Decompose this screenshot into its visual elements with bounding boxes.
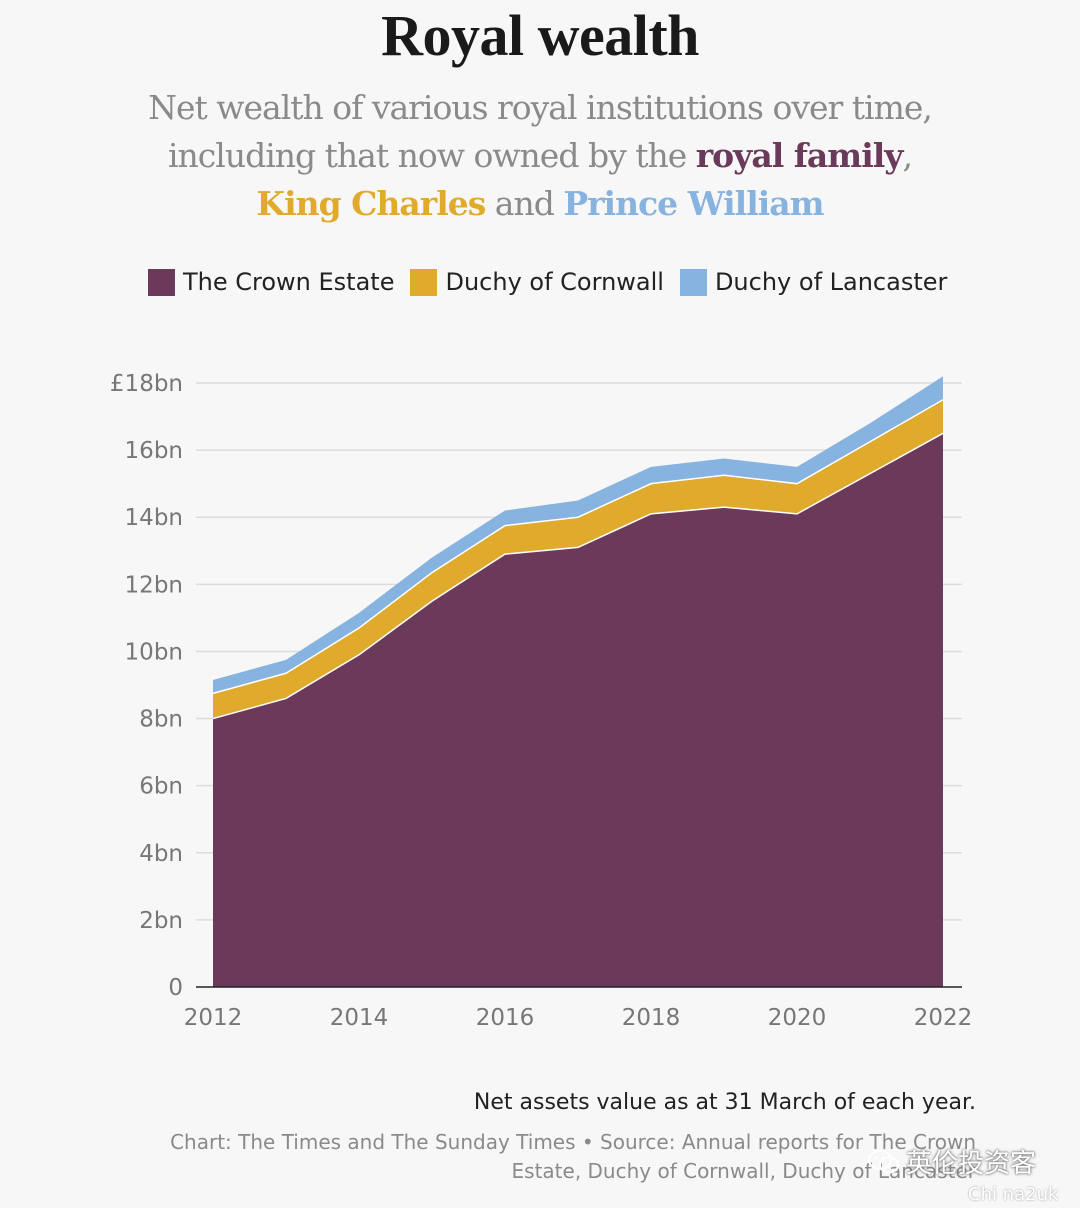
y-tick-label: 6bn (139, 774, 183, 800)
y-tick-label: 0 (168, 975, 183, 1001)
area-duchy-cornwall (213, 399, 943, 719)
area-duchy-lancaster (213, 376, 943, 694)
watermark-sub: Chi na2uk (968, 1184, 1059, 1205)
legend-label-duchy-cornwall: Duchy of Cornwall (445, 268, 664, 296)
subtitle-and: and (485, 184, 564, 223)
stacked-area-chart: 0 2bn 4bn 6bn 8bn 10bn 12bn 14bn 16bn £18bn 2012 20… (110, 371, 973, 1031)
y-tick-label: 8bn (139, 707, 183, 733)
x-tick-label: 2014 (330, 1005, 389, 1031)
chart-subtitle: Net wealth of various royal institutions… (130, 84, 950, 228)
legend-swatch-duchy-lancaster (679, 268, 707, 296)
watermark: 英伦投资客 (868, 1143, 1036, 1180)
watermark-text: 英伦投资客 (906, 1149, 1037, 1179)
legend-label-crown-estate: The Crown Estate (183, 268, 395, 296)
subtitle-sep: , (902, 136, 912, 175)
chart-legend: The Crown Estate Duchy of Cornwall Duchy… (148, 264, 963, 300)
legend-swatch-duchy-cornwall (410, 268, 438, 296)
y-tick-label: 16bn (125, 438, 183, 464)
chart-note: Net assets value as at 31 March of each … (473, 1090, 976, 1115)
y-tick-label: £18bn (110, 371, 183, 397)
x-tick-label: 2022 (914, 1005, 973, 1031)
legend-item-duchy-cornwall: Duchy of Cornwall (410, 268, 664, 296)
y-tick-label: 10bn (125, 639, 183, 665)
y-tick-label: 2bn (139, 908, 183, 934)
legend-label-duchy-lancaster: Duchy of Lancaster (714, 268, 948, 296)
layer-separator (212, 399, 944, 695)
legend-item-duchy-lancaster: Duchy of Lancaster (679, 268, 948, 296)
chart-title: Royal wealth (381, 3, 699, 68)
x-tick-label: 2020 (768, 1005, 827, 1031)
layer-separator (212, 432, 944, 720)
y-tick-label: 12bn (125, 572, 183, 598)
wechat-icon (868, 1149, 899, 1173)
chart-credit: Chart: The Times and The Sunday Times • … (170, 1130, 976, 1183)
subtitle-king-charles: King Charles (256, 184, 486, 223)
y-tick-label: 4bn (139, 841, 183, 867)
x-tick-label: 2018 (622, 1005, 681, 1031)
legend-swatch-crown-estate (148, 268, 175, 296)
legend-item-crown-estate: The Crown Estate (148, 268, 394, 296)
area-crown-estate (213, 433, 943, 987)
subtitle-royal-family: royal family (695, 136, 904, 175)
subtitle-text: Net wealth of various royal institutions… (148, 88, 933, 175)
x-tick-label: 2016 (476, 1005, 535, 1031)
subtitle-prince-william: Prince William (563, 184, 824, 223)
y-tick-label: 14bn (125, 505, 183, 531)
x-tick-label: 2012 (184, 1005, 243, 1031)
